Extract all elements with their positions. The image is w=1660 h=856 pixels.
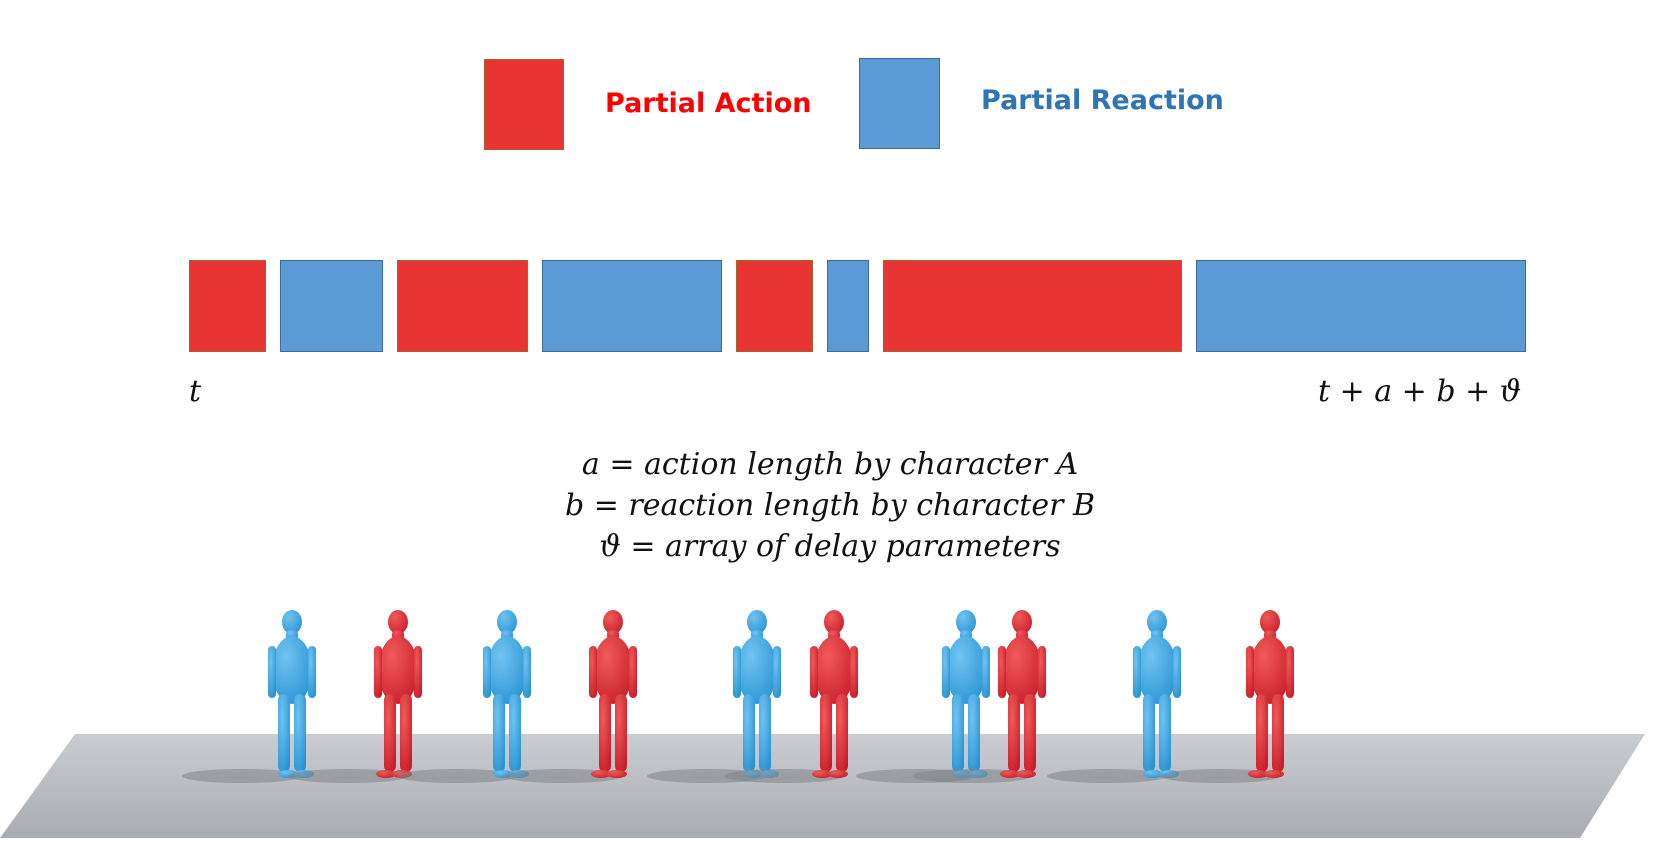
timeline-segment-reaction [826,260,869,352]
timeline-segment-reaction [1196,260,1526,352]
definitions-block: a = action length by character A b = rea… [0,444,1660,567]
timeline-segment-action [397,260,528,352]
timeline-segment-action [189,260,266,352]
definition-theta: ϑ = array of delay parameters [599,529,1061,564]
definition-b: b = reaction length by character B [564,488,1095,523]
figure-character-a [503,610,637,783]
figure-character-a [1160,610,1294,783]
figure-character-b [397,610,531,783]
timeline-start-label: t [189,374,202,409]
legend-action-label: Partial Action [605,88,812,119]
timeline-end-label: t + a + b + ϑ [1318,374,1522,409]
figure-character-b [182,610,316,783]
figure-character-a [912,610,1046,783]
figure-character-b [1047,610,1181,783]
legend-reaction-label: Partial Reaction [981,85,1224,116]
legend-action-swatch [484,59,564,150]
timeline-segment-reaction [541,260,722,352]
interaction-scene [0,610,1645,838]
figure-character-a [724,610,858,783]
definition-a: a = action length by character A [581,447,1079,482]
timeline-segment-action [735,260,813,352]
timeline-segment-action [882,260,1183,352]
timeline-segment-reaction [279,260,384,352]
figure-character-a [288,610,422,783]
legend-reaction-swatch [859,58,940,149]
